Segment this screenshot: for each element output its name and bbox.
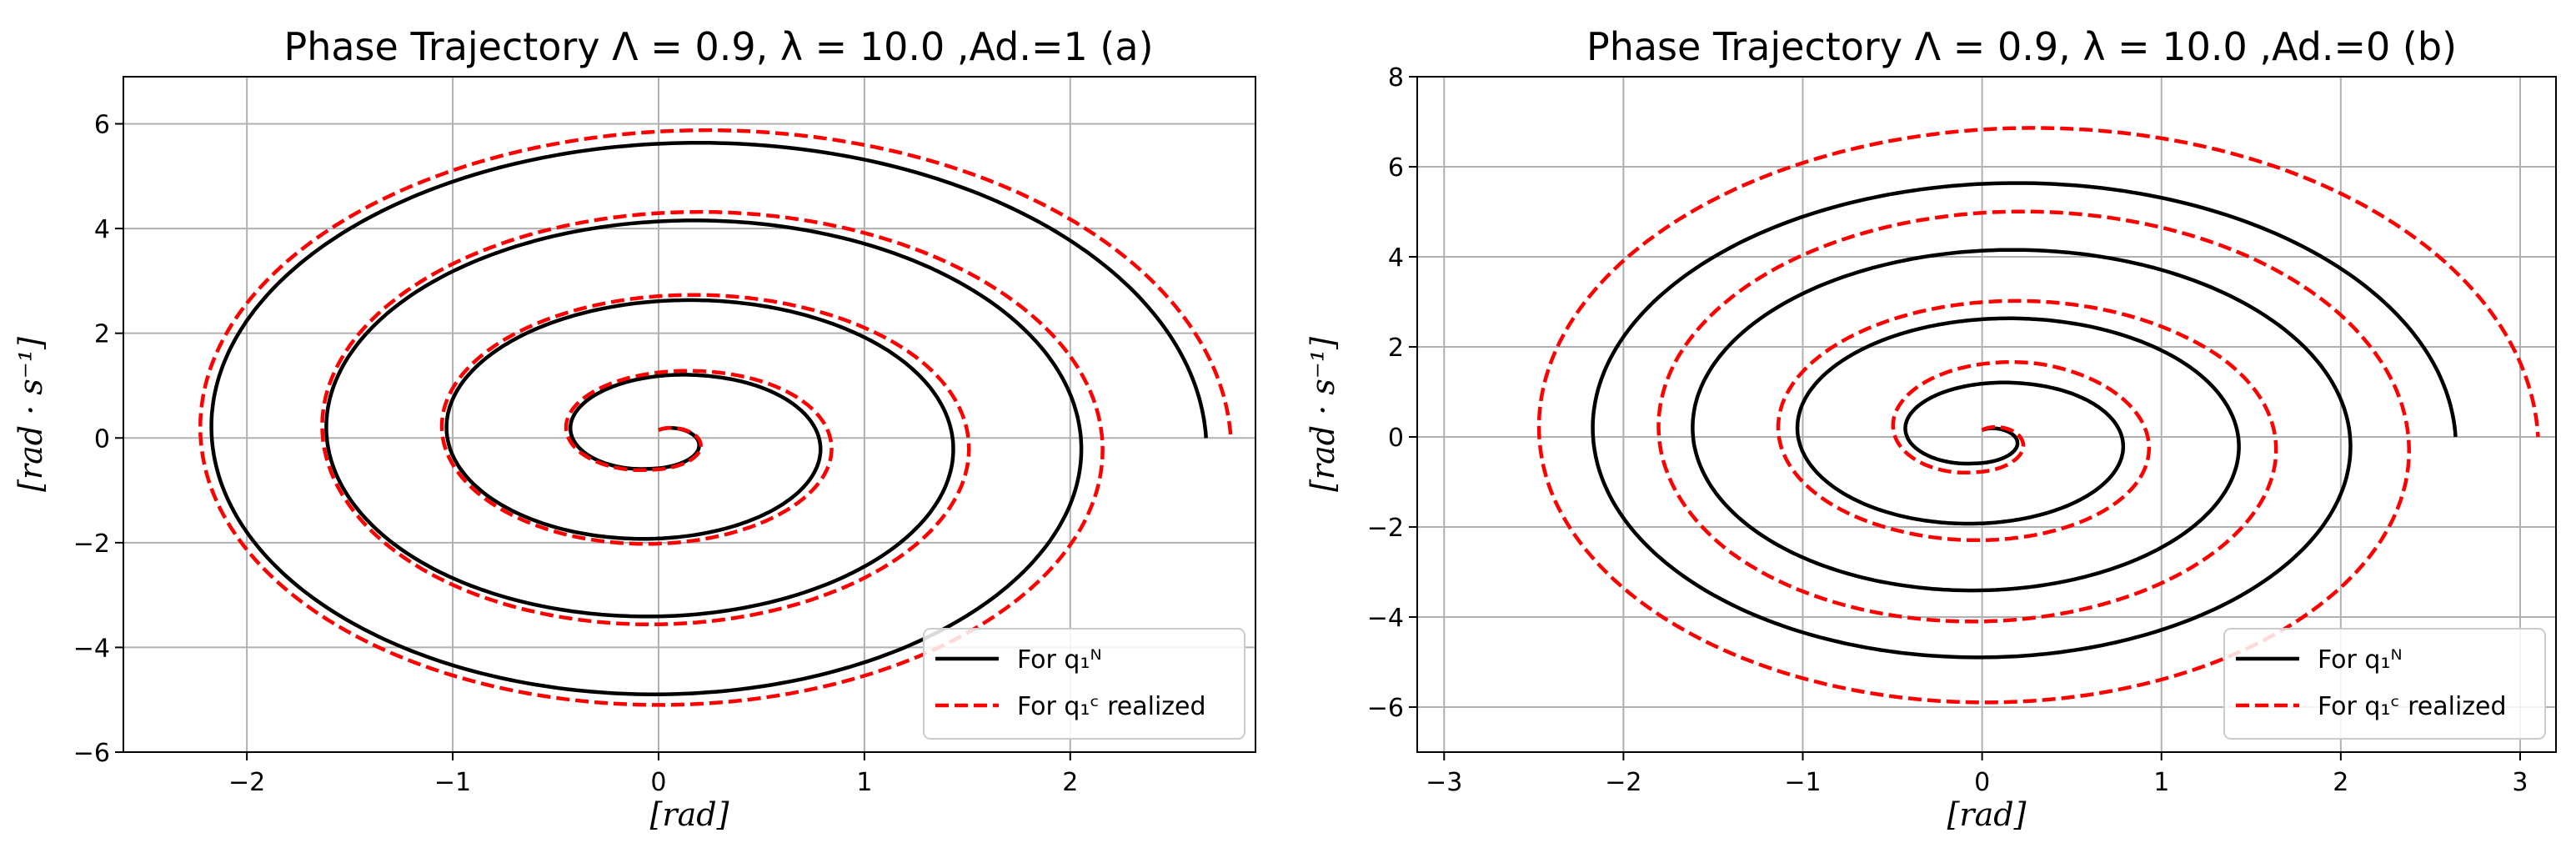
panel-a-legend-box — [923, 628, 1245, 740]
panel-a-series-q1c-realized — [198, 128, 1233, 707]
panel-b-xtick-label: −2 — [1605, 768, 1641, 797]
panel-b: Phase Trajectory Λ = 0.9, λ = 10.0 ,Ad.=… — [1305, 24, 2557, 833]
panel-a-series-q1n — [209, 141, 1208, 696]
panel-b-legend: For q₁ᴺ For q₁ᶜ realized — [2223, 628, 2546, 740]
panel-b-xtick-label: 1 — [2153, 768, 2169, 797]
panel-b-ytick-label: 4 — [1388, 243, 1404, 273]
panel-b-ytick-label: 6 — [1388, 153, 1404, 183]
panel-b-legend-label-n: For q₁ᴺ — [2318, 645, 2403, 675]
panel-a-ytick-label: 6 — [94, 111, 110, 140]
panel-b-frame — [1416, 76, 2557, 753]
panel-b-ylabel: [rad · s⁻¹] — [1305, 337, 1341, 492]
panel-b-title: Phase Trajectory Λ = 0.9, λ = 10.0 ,Ad.=… — [1586, 24, 2457, 69]
panel-a-series — [198, 128, 1233, 707]
panel-a-xtick-label: −1 — [434, 768, 471, 797]
panel-b-ytick-label: 0 — [1388, 424, 1404, 453]
panel-a-xtick-label: 1 — [856, 768, 872, 797]
panel-b-ytick-label: −2 — [1367, 514, 1404, 543]
panel-b-xtick-label: 2 — [2333, 768, 2348, 797]
panel-a-ylabel: [rad · s⁻¹] — [13, 337, 49, 492]
panel-b-ytick-label: −6 — [1367, 694, 1404, 723]
panel-b-legend-label-c: For q₁ᶜ realized — [2318, 692, 2507, 721]
panel-a-legend-label-n: For q₁ᴺ — [1017, 645, 1102, 675]
panel-a-legend: For q₁ᴺ For q₁ᶜ realized — [923, 628, 1245, 740]
panel-b-xlabel: [rad] — [1947, 796, 2027, 833]
panel-a-xtick-label: −2 — [228, 768, 265, 797]
panel-b-ytick-label: 8 — [1388, 63, 1404, 93]
panel-a-xlabel: [rad] — [650, 796, 729, 833]
panel-b-series-q1c-realized — [1536, 126, 2540, 705]
panel-a-ytick-label: 0 — [94, 424, 110, 454]
panel-b-xtick-label: 0 — [1974, 768, 1990, 797]
panel-a-ticks: −2 −1 0 1 2 −6 −4 −2 0 2 4 6 — [73, 111, 1079, 797]
panel-a-ytick-label: −2 — [73, 529, 110, 559]
panel-a-xtick-label: 0 — [650, 768, 666, 797]
panel-b-series-q1n — [1591, 181, 2458, 660]
panel-b-xtick-label: −3 — [1426, 768, 1462, 797]
panel-b-xtick-label: 3 — [2512, 768, 2528, 797]
panel-b-ticks: −3 −2 −1 0 1 2 3 −6 −4 −2 0 2 4 6 8 — [1367, 63, 2528, 797]
panel-b-legend-box — [2223, 628, 2546, 740]
panel-b-ytick-label: 2 — [1388, 334, 1404, 363]
panel-b-series — [1536, 126, 2540, 705]
panel-b-xtick-label: −1 — [1784, 768, 1821, 797]
panel-a-ytick-label: 2 — [94, 320, 110, 349]
panel-b-ytick-label: −4 — [1367, 604, 1404, 633]
panel-a-title: Phase Trajectory Λ = 0.9, λ = 10.0 ,Ad.=… — [283, 24, 1153, 69]
panel-a-ytick-label: −4 — [73, 634, 110, 663]
panel-a-ytick-label: 4 — [94, 215, 110, 244]
panel-a-ytick-label: −6 — [73, 739, 110, 768]
panel-a-frame — [123, 76, 1256, 753]
panel-a-xtick-label: 2 — [1062, 768, 1078, 797]
panel-a-legend-label-c: For q₁ᶜ realized — [1017, 692, 1206, 721]
panel-a: Phase Trajectory Λ = 0.9, λ = 10.0 ,Ad.=… — [13, 24, 1256, 833]
